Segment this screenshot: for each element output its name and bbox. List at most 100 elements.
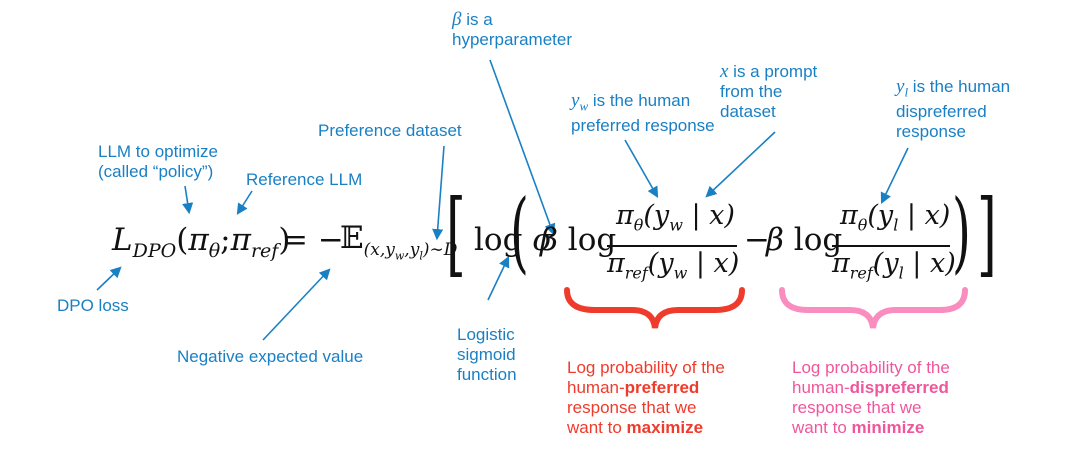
yl-line2: dispreferred [896, 102, 987, 122]
eq-num2-y: (y [867, 200, 894, 231]
eq-minus: − [744, 222, 770, 258]
beta-symbol: β [452, 9, 462, 30]
label-yl: yl is the human dispreferred response [896, 77, 1010, 142]
arrow-llm-optimize [182, 185, 194, 215]
eq-log: log [474, 222, 523, 258]
eq-E-sub-w: w [394, 249, 405, 263]
x-prompt-line2: from the [720, 82, 783, 101]
yl-subscript: l [904, 84, 909, 100]
eq-den2-end: | x) [903, 248, 956, 279]
eq-num2-theta: θ [857, 215, 868, 235]
eq-left-bracket: [ [446, 180, 466, 287]
eq-E-sub-c: )∼D [422, 240, 458, 261]
eq-open-paren: ( [176, 222, 189, 258]
eq-den2-pi: π [832, 248, 850, 279]
eq-den2-y: (y [872, 248, 899, 279]
beta-line2: hyperparameter [452, 30, 573, 49]
arrow-reference-llm [236, 190, 253, 215]
logistic-line2: sigmoid [457, 345, 516, 364]
arrow-logistic [487, 255, 510, 301]
eq-num1-end: | x) [682, 200, 735, 231]
preferred-bold: preferred [624, 378, 700, 397]
eq-den1-pi: π [607, 248, 625, 279]
arrow-yw [624, 139, 659, 198]
eq-lhs: LDPO(πθ;πref) [112, 222, 290, 262]
eq-denominator-2: πref(yl | x) [832, 248, 956, 282]
brace-preferred [564, 287, 745, 329]
eq-semicolon: ; [220, 222, 231, 258]
eq-pi-ref: π [230, 222, 251, 258]
label-yw: yw is the human preferred response [571, 91, 715, 136]
eq-den2-ref: ref [849, 263, 873, 283]
label-x-prompt: x is a prompt from the dataset [720, 62, 817, 122]
eq-numerator-1: πθ(yw | x) [616, 200, 735, 234]
arrow-yl [880, 147, 909, 205]
eq-num2-end: | x) [898, 200, 951, 231]
eq-right-paren: ) [952, 180, 971, 283]
eq-L: L [112, 222, 133, 258]
label-log-prob-dispreferred: Log probability of the human-dispreferre… [792, 358, 950, 438]
eq-num1-theta: θ [633, 215, 644, 235]
label-llm-optimize: LLM to optimize (called “policy”) [98, 142, 218, 182]
dispreferred-line2a: human- [792, 378, 850, 397]
eq-pi-theta: π [188, 222, 209, 258]
arrow-preference-dataset [432, 145, 445, 241]
eq-log-2: log [793, 222, 843, 258]
eq-left-paren: ( [510, 180, 529, 283]
logistic-line1: Logistic [457, 325, 515, 344]
eq-num2-sub: l [893, 215, 899, 235]
maximize-bold: maximize [626, 418, 704, 437]
preferred-line2a: human- [567, 378, 625, 397]
logistic-line3: function [457, 365, 517, 384]
eq-beta-log-1: β log [540, 222, 616, 258]
arrow-negative-expected [262, 268, 331, 341]
label-negative-expected: Negative expected value [177, 347, 364, 366]
llm-optimize-line2: (called “policy”) [98, 162, 214, 181]
eq-den1-y: (y [647, 248, 674, 279]
eq-log-1: log [567, 222, 617, 258]
eq-num1-pi: π [616, 200, 634, 231]
eq-expectation: 𝔼(x,yw,yl)∼D [340, 220, 457, 263]
eq-beta-log-2: β log [766, 222, 842, 258]
eq-num1-sub: w [669, 215, 683, 235]
beta-line1: is a [461, 10, 493, 29]
eq-theta: θ [208, 240, 221, 263]
eq-equals-minus: = − [282, 222, 344, 258]
eq-denominator-1: πref(yw | x) [607, 248, 739, 282]
eq-E-sub-a: (x,y [363, 240, 395, 261]
yw-line1: is the human [588, 91, 691, 110]
preferred-line1: Log probability of the [567, 358, 725, 377]
arrow-dpo-loss [96, 266, 122, 291]
yw-symbol: y [571, 90, 580, 111]
eq-E-sub-l: l [419, 249, 423, 263]
eq-beta-1: β [540, 222, 558, 258]
eq-L-sub: DPO [132, 240, 177, 263]
x-symbol: x [720, 61, 729, 82]
x-prompt-line1: is a prompt [728, 62, 818, 81]
label-reference-llm: Reference LLM [246, 170, 363, 189]
preferred-line4a: want to [567, 418, 627, 437]
brace-dispreferred [779, 287, 968, 329]
eq-close-paren: ) [278, 222, 291, 258]
arrow-beta [489, 59, 556, 236]
dispreferred-line4a: want to [792, 418, 852, 437]
label-beta: β is a hyperparameter [452, 10, 572, 50]
eq-E: 𝔼 [340, 220, 364, 256]
eq-numerator-2: πθ(yl | x) [840, 200, 950, 234]
eq-den1-end: | x) [687, 248, 740, 279]
dispreferred-line3: response that we [792, 398, 922, 417]
yl-line1: is the human [908, 77, 1011, 96]
yl-symbol: y [896, 76, 905, 97]
label-preference-dataset: Preference dataset [318, 121, 462, 140]
arrow-x-prompt [705, 131, 776, 198]
yw-line2: preferred response [571, 116, 715, 136]
x-prompt-line3: dataset [720, 102, 776, 121]
eq-right-bracket: ] [977, 180, 997, 287]
label-logistic: Logistic sigmoid function [457, 325, 517, 385]
yl-line3: response [896, 122, 966, 142]
dispreferred-bold: dispreferred [849, 378, 949, 397]
llm-optimize-line1: LLM to optimize [98, 142, 218, 161]
label-log-prob-preferred: Log probability of the human-preferred r… [567, 358, 725, 438]
eq-beta-2: β [766, 222, 784, 258]
